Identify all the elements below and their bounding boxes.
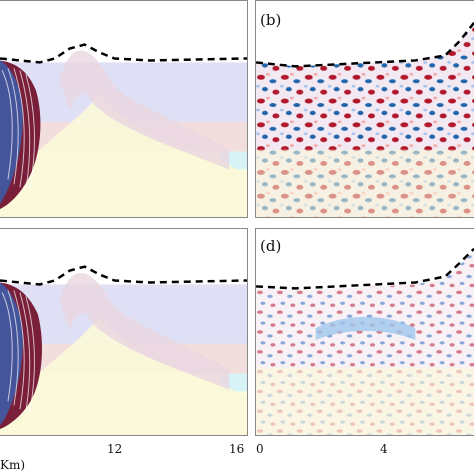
panel-c (0, 228, 248, 436)
panel-b: (b) (255, 0, 474, 218)
x-tick-12: 12 (107, 442, 123, 456)
panel-c-image (0, 229, 247, 435)
x-tick-4: 4 (380, 442, 388, 456)
panel-a (0, 0, 248, 218)
panel-b-image (256, 1, 474, 217)
panel-b-label: (b) (260, 11, 282, 29)
panel-a-image (0, 1, 247, 217)
panel-d: (d) (255, 228, 474, 436)
panel-d-label: (d) (260, 237, 282, 255)
x-tick-16: 16 (229, 442, 245, 456)
x-axis-label: Km) (0, 458, 26, 472)
x-tick-0: 0 (256, 442, 264, 456)
panel-d-image (256, 229, 474, 435)
